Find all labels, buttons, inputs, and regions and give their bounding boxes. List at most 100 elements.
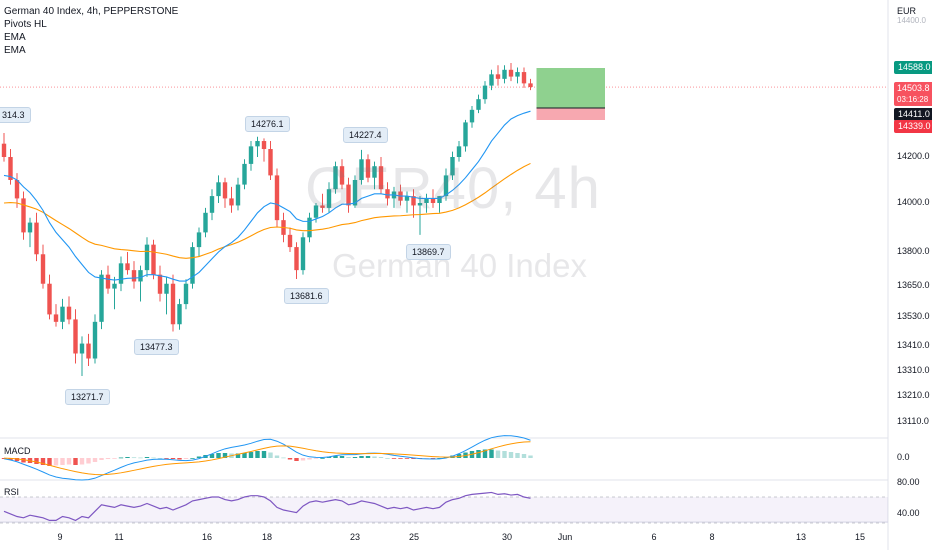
macd-pane-title[interactable]: MACD — [4, 446, 31, 456]
macd-signal-line — [3, 441, 531, 476]
macd-histogram-bar — [365, 456, 371, 458]
candle-body — [14, 180, 20, 199]
rsi-pane-title[interactable]: RSI — [4, 487, 20, 497]
last-price-value: 14503.8 — [897, 83, 930, 93]
candle-body — [21, 198, 26, 233]
candle-body — [411, 196, 416, 206]
candle-body — [489, 74, 494, 86]
macd-histogram-bar — [385, 458, 390, 459]
time-tick-label: Jun — [557, 532, 573, 542]
candle-body — [47, 283, 52, 315]
macd-histogram-bar — [339, 456, 345, 458]
time-tick-label: 23 — [349, 532, 361, 542]
pivot-low-label: 13681.6 — [284, 288, 329, 304]
macd-histogram-bar — [313, 458, 319, 459]
macd-histogram-bar — [99, 458, 104, 460]
candle-body — [34, 222, 39, 255]
macd-histogram-bar — [196, 456, 202, 458]
rsi-axis-high: 80.00 — [897, 477, 920, 487]
candle-body — [157, 274, 163, 294]
macd-histogram-bar — [47, 458, 52, 466]
candle-body — [430, 198, 436, 203]
macd-histogram-bar — [528, 455, 533, 458]
ema-slow-line — [3, 162, 531, 259]
candle-body — [53, 314, 59, 322]
legend: German 40 Index, 4h, PEPPERSTONE Pivots … — [4, 5, 178, 57]
macd-histogram-bar — [502, 451, 507, 458]
price-tick-label: 13650.0 — [897, 280, 930, 290]
price-tick-label: 13110.0 — [897, 416, 929, 426]
candle-body — [424, 198, 429, 203]
candle-body — [196, 232, 202, 248]
candle-body — [203, 212, 208, 233]
candle-body — [476, 99, 481, 110]
indicator-pivots-hl[interactable]: Pivots HL — [4, 19, 47, 30]
candle-body — [60, 306, 65, 322]
time-tick-label: 25 — [408, 532, 420, 542]
candle-body — [79, 343, 85, 354]
macd-histogram-bar — [170, 458, 176, 459]
candle-body — [463, 122, 468, 147]
candle-body — [268, 149, 273, 176]
candle-body — [372, 166, 377, 178]
candle-body — [144, 244, 150, 271]
rsi-line — [3, 491, 531, 522]
indicator-ema-2[interactable]: EMA — [4, 45, 26, 56]
take-profit-zone — [536, 68, 605, 108]
macd-histogram-bar — [53, 458, 59, 466]
macd-histogram-bar — [359, 456, 364, 458]
macd-histogram-bar — [183, 458, 189, 459]
candle-body — [92, 321, 98, 359]
time-tick-label: 30 — [501, 532, 513, 542]
candle-body — [450, 157, 455, 176]
macd-histogram-bar — [476, 450, 481, 458]
candle-body — [8, 157, 13, 180]
candle-body — [495, 74, 501, 79]
price-tick-label: 13310.0 — [897, 365, 930, 375]
candle-body — [255, 141, 260, 147]
candle-body — [274, 175, 280, 221]
macd-histogram-bar — [138, 457, 143, 459]
macd-histogram-bar — [216, 453, 221, 458]
macd-histogram-bar — [222, 453, 228, 458]
rsi-axis-low: 40.00 — [897, 508, 920, 518]
candle-body — [320, 205, 325, 208]
pivot-low-label: 13477.3 — [134, 339, 179, 355]
macd-histogram-bar — [378, 457, 384, 458]
macd-histogram-bar — [209, 454, 215, 458]
macd-histogram-bar — [482, 449, 488, 458]
target-price-tag: 14588.0 — [894, 61, 932, 74]
candle-body — [313, 205, 319, 218]
macd-histogram-bar — [242, 453, 247, 458]
macd-histogram-bar — [326, 457, 332, 458]
macd-histogram-bar — [294, 458, 299, 461]
macd-histogram-bar — [73, 458, 78, 465]
macd-histogram-bar — [261, 451, 267, 458]
price-tick-label: 13530.0 — [897, 311, 930, 321]
macd-histogram-bar — [190, 458, 195, 459]
candle-body — [27, 222, 33, 233]
macd-histogram-bar — [391, 458, 397, 459]
indicator-ema-1[interactable]: EMA — [4, 32, 26, 43]
candle-body — [229, 198, 234, 206]
macd-histogram-bar — [495, 450, 501, 458]
macd-histogram-bar — [404, 458, 410, 459]
candle-body — [112, 283, 117, 289]
price-tick-top: 14400.0 — [897, 16, 926, 25]
macd-histogram-bar — [151, 457, 156, 459]
macd-histogram-bar — [430, 458, 436, 459]
macd-histogram-bar — [372, 456, 377, 458]
pivot-high-label: 14276.1 — [245, 116, 290, 132]
time-tick-label: 16 — [201, 532, 213, 542]
stop-loss-zone — [536, 108, 605, 120]
last-price-tag: 14503.8 03:16:28 — [894, 82, 932, 106]
macd-histogram-bar — [164, 458, 169, 459]
time-tick-label: 6 — [651, 532, 657, 542]
macd-histogram-bar — [144, 457, 150, 458]
macd-histogram-bar — [40, 458, 46, 465]
candle-body — [437, 196, 442, 203]
symbol-title[interactable]: German 40 Index, 4h, PEPPERSTONE — [4, 6, 179, 17]
macd-histogram-bar — [307, 458, 312, 460]
